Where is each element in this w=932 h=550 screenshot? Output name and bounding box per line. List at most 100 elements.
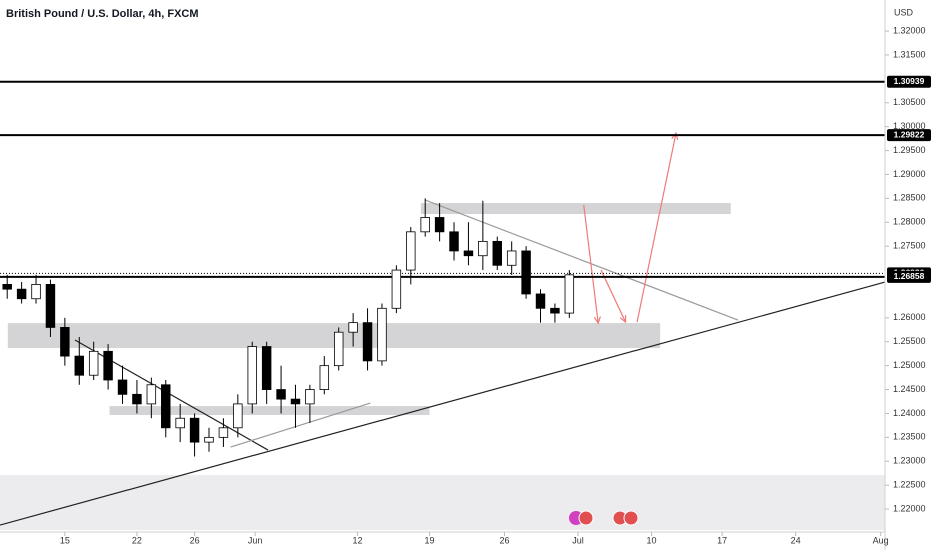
x-tick-label: 12 (352, 535, 362, 545)
candle-body (535, 293, 546, 309)
axes: 1.32000 1.31500 1.30500 1.30000 1.29500 1.290… (60, 25, 931, 545)
candle-body (319, 365, 330, 390)
candle-body (218, 427, 229, 438)
level-label-box (887, 129, 931, 142)
candle-body (348, 322, 358, 333)
x-tick-label: 26 (190, 535, 200, 545)
level-label-box (887, 270, 931, 283)
candle-body (117, 379, 128, 395)
candle-body (506, 250, 517, 266)
y-tick-label: 1.23500 (893, 432, 926, 442)
candle-body (16, 288, 27, 300)
arrow-head (593, 316, 601, 325)
candle-body (204, 436, 214, 443)
level-label: 1.29822 (894, 129, 925, 139)
y-tick-label: 1.25000 (893, 360, 926, 370)
x-tick-label: Jun (248, 535, 263, 545)
arrow (636, 132, 677, 323)
candle-body (146, 384, 157, 405)
zone (0, 475, 885, 531)
arrow-head (671, 131, 679, 141)
x-tick-label: 22 (132, 535, 142, 545)
candle-body (406, 231, 416, 271)
arrow-head (619, 315, 627, 324)
candle-body (564, 274, 575, 314)
y-tick-label: 1.27500 (893, 241, 926, 251)
zones (0, 203, 885, 531)
candle-body (305, 389, 315, 405)
candle-body (233, 403, 243, 429)
arrow (583, 204, 599, 324)
event-icons (569, 510, 639, 526)
y-tick-label: 1.30000 (893, 121, 926, 131)
y-tick-label: 1.29500 (893, 145, 926, 155)
arrow (600, 269, 627, 323)
candle-body (60, 327, 70, 357)
candle-body (74, 355, 84, 376)
x-tick-label: Jul (572, 535, 584, 545)
candle-body (362, 322, 373, 362)
y-tick-label: 1.30500 (893, 97, 926, 107)
y-tick-label: 1.28000 (893, 217, 926, 227)
candle-body (2, 284, 12, 290)
trend-line (424, 199, 739, 321)
y-tick-label: 1.29000 (893, 169, 926, 179)
candle-body (333, 331, 344, 367)
y-tick-label: 1.24000 (893, 408, 926, 418)
candle-body (521, 250, 531, 295)
candle-body (45, 284, 56, 328)
event-icon (623, 510, 639, 526)
y-tick-label: 1.28500 (893, 193, 926, 203)
lines (0, 80, 886, 526)
y-tick-label: 1.31500 (893, 49, 926, 59)
candle-body (103, 350, 113, 381)
x-tick-label: 17 (717, 535, 727, 545)
zone (420, 203, 731, 215)
candle-body (31, 284, 41, 300)
level-label: 1.26858 (894, 271, 925, 281)
level-label-box (887, 75, 931, 88)
candle-body (276, 389, 286, 400)
y-tick-label: 1.25500 (893, 336, 926, 346)
candle-body (247, 346, 257, 405)
level-label: 1.30939 (894, 76, 925, 86)
candle-body (175, 417, 185, 429)
candle-body (377, 307, 387, 362)
trend-line (230, 402, 371, 448)
zone (7, 323, 661, 349)
candle-body (189, 417, 200, 443)
candle-body (492, 240, 502, 266)
chart-title: British Pound / U.S. Dollar, 4h, FXCM (6, 8, 199, 20)
candle-body (132, 393, 142, 405)
x-tick-label: 24 (791, 535, 801, 545)
candles (2, 198, 575, 457)
currency: USD (894, 7, 914, 17)
candle-body (478, 240, 488, 257)
x-tick-label: 15 (60, 535, 70, 545)
x-tick-label: Aug (873, 535, 889, 545)
y-tick-label: 1.22000 (893, 503, 926, 513)
candle-body (391, 269, 402, 309)
x-tick-label: 26 (499, 535, 509, 545)
candle-body (290, 398, 301, 405)
y-tick-label: 1.24500 (893, 384, 926, 394)
trend-line (0, 281, 886, 526)
x-tick-label: 19 (425, 535, 435, 545)
candle-body (550, 307, 560, 314)
event-icon (578, 510, 594, 526)
candle-body (434, 217, 445, 233)
x-tick-label: 10 (646, 535, 656, 545)
candle-body (449, 231, 459, 252)
y-tick-label: 1.22500 (893, 480, 926, 490)
y-tick-label: 1.26000 (893, 312, 926, 322)
candle-body (88, 350, 99, 376)
candle-body (161, 384, 171, 429)
y-tick-label: 1.23000 (893, 456, 926, 466)
candle-body (261, 346, 272, 390)
candle-body (420, 217, 430, 233)
candle-body (463, 250, 474, 257)
y-tick-label: 1.32000 (893, 25, 926, 35)
zone (109, 406, 430, 416)
